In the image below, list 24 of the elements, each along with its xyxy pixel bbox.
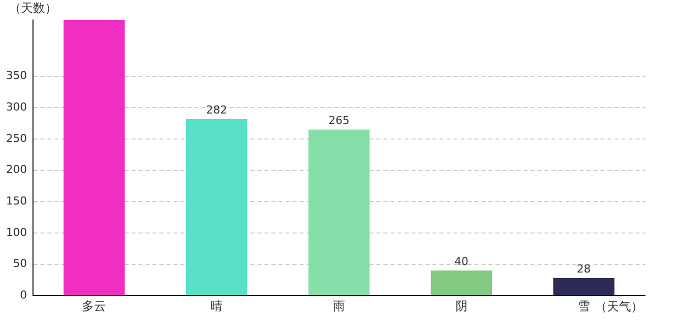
y-tick-label: 250 [6,132,27,145]
x-tick-label: 雨 [333,298,345,313]
bar [308,130,370,296]
y-tick-label: 0 [20,288,27,302]
bar [430,270,492,296]
x-tick-label: 晴 [210,298,223,313]
x-tick-label: 阴 [455,298,468,313]
bar [64,20,125,296]
y-tick-label: 50 [12,257,27,270]
y-tick-label: 350 [6,69,27,82]
x-tick-label: 多云 [82,298,106,313]
y-tick-label: 100 [6,226,27,239]
y-tick-label: 300 [6,100,27,114]
y-tick-label: 200 [6,163,27,176]
y-tick-label: 150 [6,194,27,208]
data-label: 40 [454,254,468,268]
y-axis-title: （天数） [8,1,57,16]
x-axis-title: （天气） [595,300,643,314]
bar [186,118,248,296]
data-label: 28 [576,262,591,276]
data-label: 265 [328,114,350,127]
bar [553,278,614,296]
x-tick-label: 雪 [578,298,590,313]
data-label: 282 [206,103,228,116]
